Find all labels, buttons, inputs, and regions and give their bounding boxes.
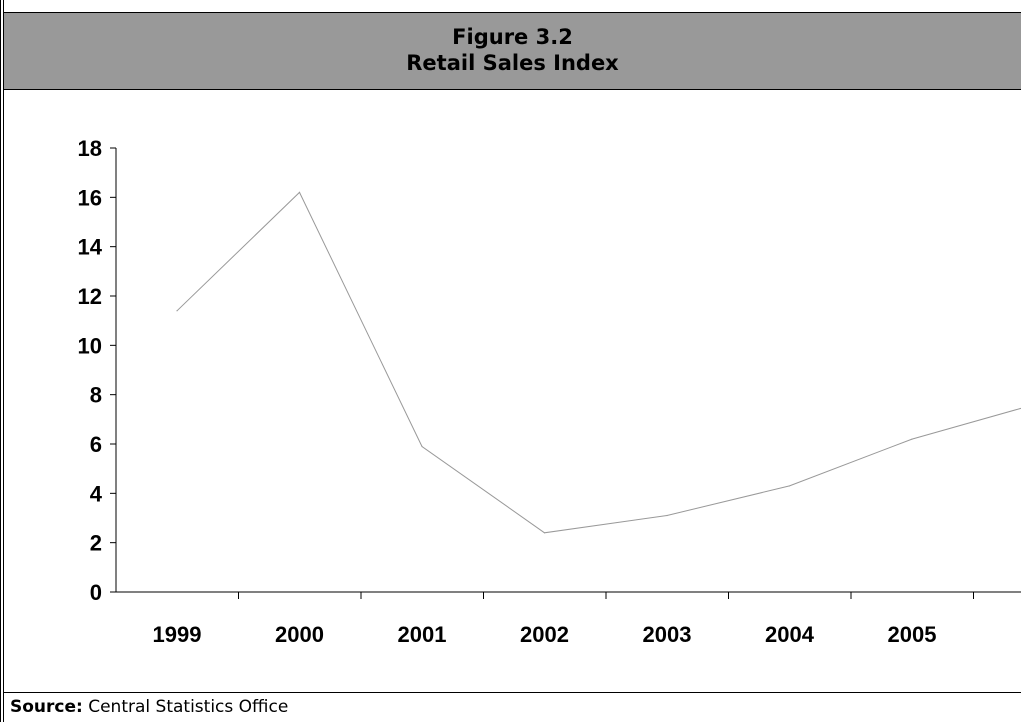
x-tick-label: 2005 bbox=[888, 622, 937, 647]
source-text: Central Statistics Office bbox=[82, 697, 289, 717]
chart-title: Retail Sales Index bbox=[406, 51, 619, 75]
figure-number: Figure 3.2 bbox=[452, 25, 573, 49]
x-tick-label: 2004 bbox=[765, 622, 815, 647]
x-tick-label: 1999 bbox=[153, 622, 202, 647]
data-point bbox=[543, 532, 546, 534]
line-chart: 0 2 4 6 8 10 12 14 16 18 1999 2000 2001 2002 2003 2004… bbox=[78, 136, 1021, 647]
chart-footer: Source: Central Statistics Office bbox=[4, 692, 1021, 722]
y-tick-label: 8 bbox=[90, 383, 102, 408]
y-tick-label: 12 bbox=[78, 284, 102, 309]
x-tick-label: 2000 bbox=[275, 622, 324, 647]
y-tick-label: 16 bbox=[78, 185, 102, 210]
data-point bbox=[788, 485, 791, 487]
data-point bbox=[176, 310, 178, 312]
x-tick-label: 2001 bbox=[398, 622, 447, 647]
data-point bbox=[666, 514, 668, 517]
y-tick-label: 18 bbox=[78, 136, 102, 161]
chart-header: Figure 3.2 Retail Sales Index bbox=[4, 12, 1021, 90]
y-tick-label: 0 bbox=[90, 580, 102, 605]
y-tick-label: 4 bbox=[90, 481, 103, 506]
x-axis: 199920002001200220032004200520 bbox=[116, 591, 1021, 647]
source-label: Source: bbox=[10, 697, 83, 717]
y-tick-label: 14 bbox=[78, 235, 103, 260]
source-note: Source: Central Statistics Office bbox=[10, 697, 288, 717]
y-axis: 0 2 4 6 8 10 12 14 16 18 bbox=[78, 136, 117, 605]
y-tick-label: 2 bbox=[90, 531, 102, 556]
series-layer bbox=[176, 191, 1021, 534]
x-tick-label: 2002 bbox=[520, 622, 569, 647]
y-tick-label: 6 bbox=[90, 432, 102, 457]
data-point bbox=[421, 445, 423, 448]
series-line bbox=[176, 191, 1021, 534]
data-point bbox=[911, 438, 913, 440]
x-tick-label: 2003 bbox=[643, 622, 692, 647]
data-point bbox=[298, 191, 301, 193]
y-tick-label: 10 bbox=[78, 333, 102, 358]
